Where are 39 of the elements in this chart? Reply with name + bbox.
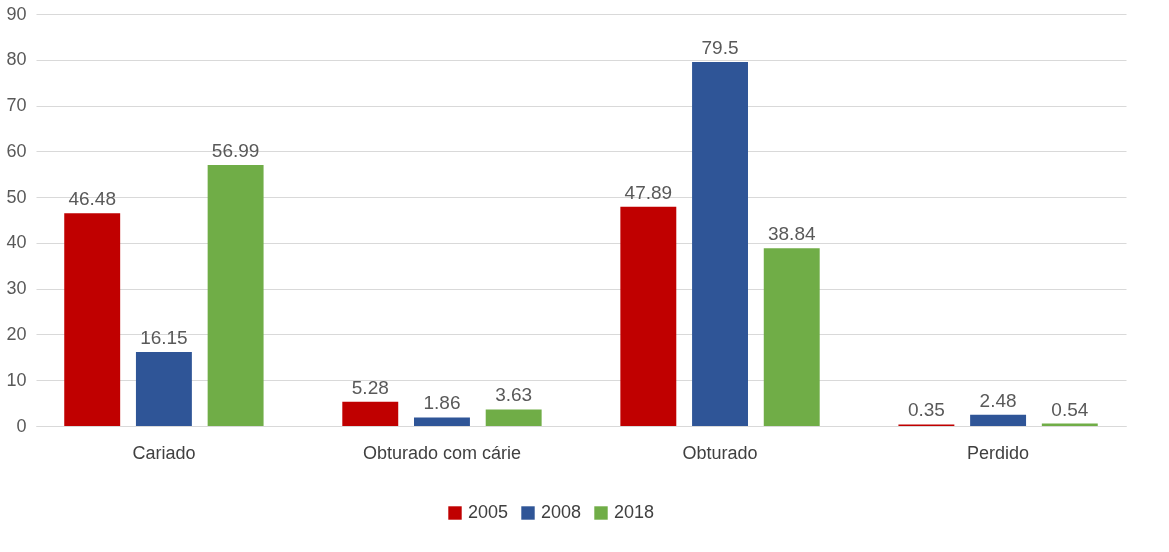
bar — [342, 401, 399, 426]
bar — [620, 206, 677, 426]
data-label: 3.63 — [495, 384, 533, 406]
y-tick-label: 10 — [6, 369, 27, 390]
x-tick-label: Obturado com cárie — [362, 442, 522, 463]
bar — [485, 409, 542, 426]
data-label: 16.15 — [140, 327, 188, 349]
y-tick-label: 70 — [6, 95, 27, 116]
y-tick-label: 40 — [6, 232, 27, 253]
bar — [64, 213, 121, 426]
y-tick-label: 50 — [6, 186, 27, 207]
bar — [135, 352, 192, 426]
data-label: 79.5 — [701, 37, 739, 59]
legend-label: 2018 — [614, 502, 655, 522]
bar — [692, 62, 748, 426]
data-label: 38.84 — [767, 223, 816, 245]
bar — [763, 248, 820, 426]
y-tick-label: 90 — [6, 3, 27, 24]
legend-label: 2005 — [468, 502, 509, 522]
x-tick-label: Perdido — [967, 442, 1030, 463]
data-label: 2.48 — [979, 389, 1017, 411]
y-tick-label: 20 — [6, 323, 27, 344]
y-tick-label: 80 — [6, 49, 27, 70]
bar — [207, 165, 264, 426]
data-label: 46.48 — [68, 188, 116, 210]
data-label: 47.89 — [624, 181, 673, 203]
bar — [970, 414, 1027, 426]
x-tick-label: Cariado — [132, 442, 196, 463]
data-label: 5.28 — [351, 376, 389, 398]
y-tick-label: 30 — [6, 278, 27, 299]
legend-label: 2008 — [541, 502, 582, 522]
y-tick-label: 60 — [6, 140, 27, 161]
data-label: 0.35 — [907, 399, 945, 421]
data-label: 1.86 — [423, 392, 461, 414]
bar — [414, 417, 470, 426]
data-label: 0.54 — [1051, 398, 1089, 420]
data-label: 56.99 — [211, 140, 260, 162]
y-tick-label: 0 — [16, 415, 27, 436]
x-tick-label: Obturado — [682, 442, 758, 463]
